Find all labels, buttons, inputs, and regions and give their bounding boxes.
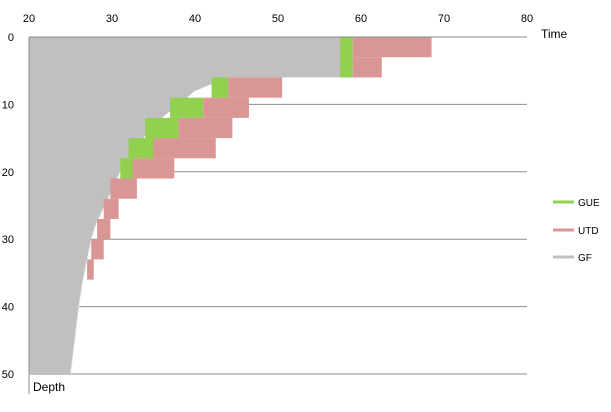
utd-step <box>91 239 104 260</box>
legend: GUE UTD GF <box>553 198 600 264</box>
x-tick-label: 40 <box>189 13 201 25</box>
y-tick-labels: 0 10 20 30 40 50 <box>2 32 14 381</box>
gue-step <box>120 158 133 179</box>
utd-step <box>124 158 175 179</box>
gue-step <box>170 97 204 118</box>
y-tick-label: 50 <box>2 369 14 381</box>
x-tick-label: 70 <box>438 13 450 25</box>
x-axis-title: Time <box>541 27 568 41</box>
gue-step <box>340 37 353 78</box>
x-tick-labels: 20 30 40 50 60 70 80 <box>23 13 533 25</box>
utd-step <box>178 117 233 139</box>
y-axis-title: Depth <box>33 380 65 394</box>
gue-series <box>120 37 353 179</box>
utd-step <box>97 218 111 240</box>
y-tick-label: 40 <box>2 302 14 314</box>
x-tick-label: 80 <box>521 13 533 25</box>
legend-label: GUE <box>578 198 600 209</box>
utd-step <box>87 259 94 280</box>
axes <box>28 36 527 394</box>
gue-step <box>145 117 179 139</box>
legend-label: UTD <box>578 226 599 237</box>
x-tick-label: 50 <box>272 13 284 25</box>
x-tick-label: 20 <box>23 13 35 25</box>
utd-step <box>228 77 283 98</box>
utd-step <box>110 178 137 199</box>
utd-step <box>145 138 216 159</box>
gf-area <box>29 37 345 374</box>
utd-series <box>87 37 432 280</box>
utd-step <box>203 97 249 118</box>
y-tick-label: 0 <box>8 32 14 44</box>
utd-step <box>103 198 119 219</box>
y-tick-label: 10 <box>2 99 14 111</box>
utd-step <box>352 37 432 58</box>
x-tick-label: 60 <box>355 13 367 25</box>
utd-step <box>352 57 382 78</box>
legend-label: GF <box>578 253 592 264</box>
gf-series <box>29 37 345 375</box>
y-tick-label: 30 <box>2 234 14 246</box>
x-tick-label: 30 <box>106 13 118 25</box>
gue-step <box>128 138 154 159</box>
y-tick-label: 20 <box>2 167 14 179</box>
gue-step <box>211 77 229 98</box>
